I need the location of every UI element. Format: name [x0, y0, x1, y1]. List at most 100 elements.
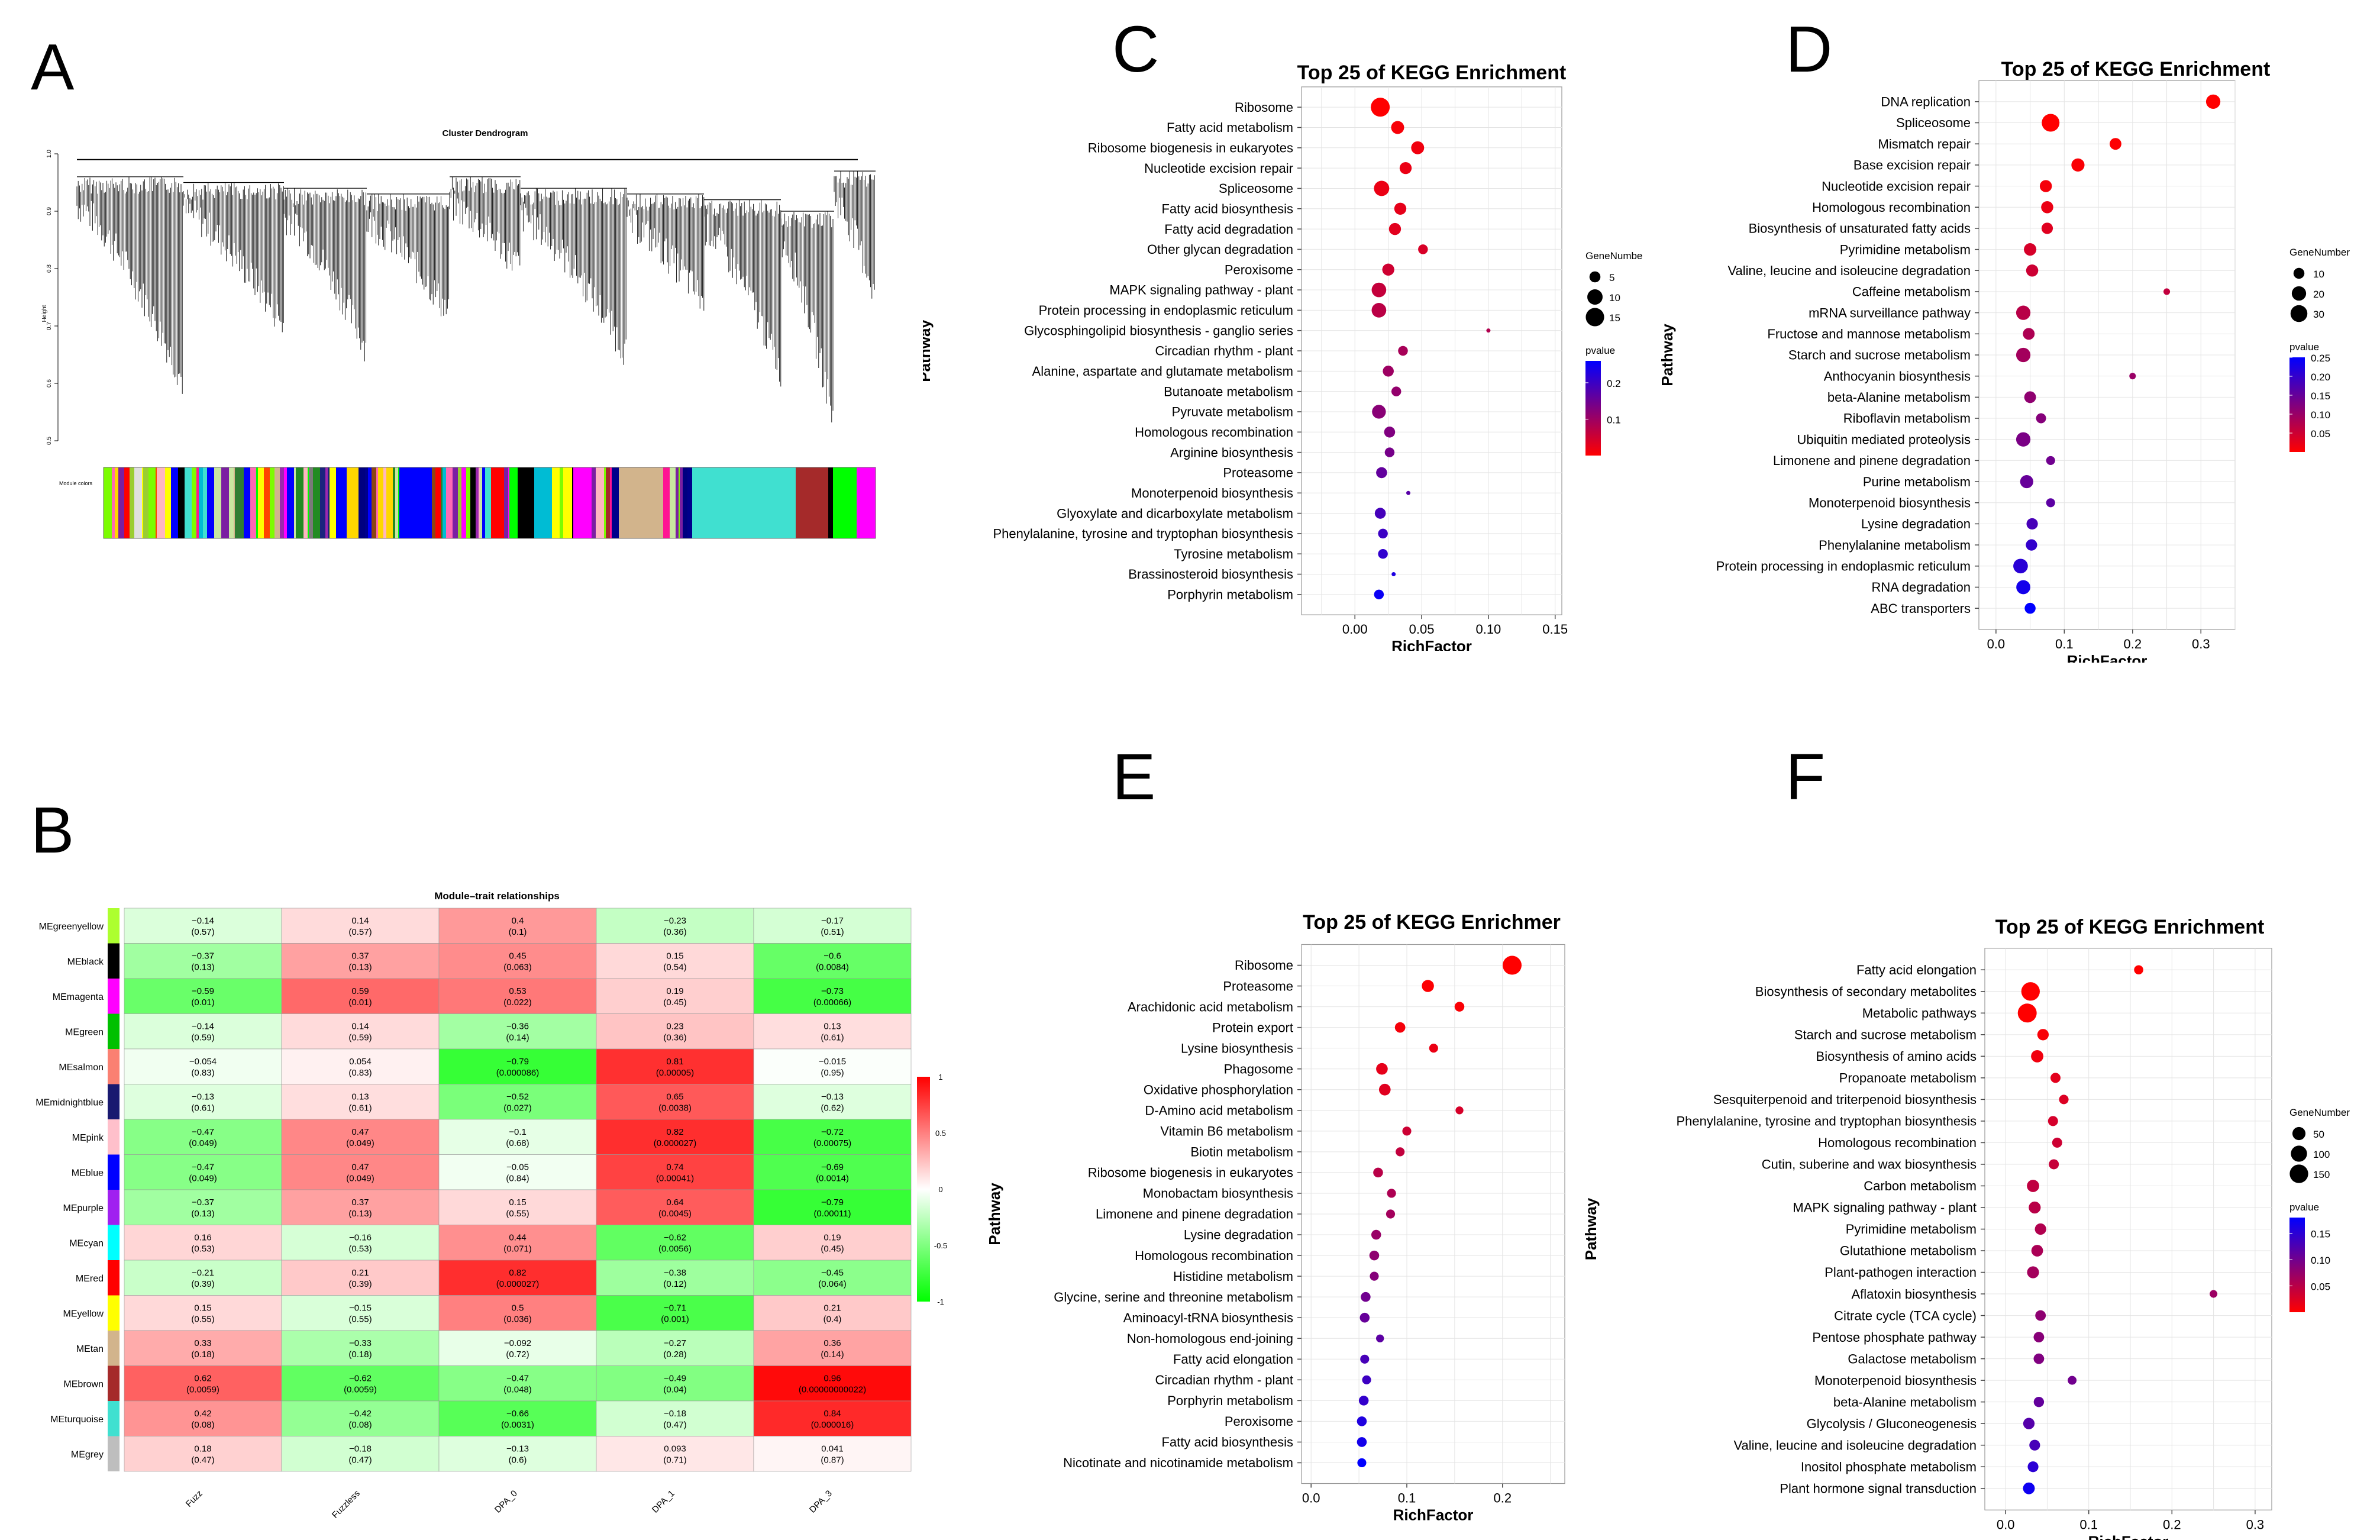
color-legend-label: 0.15: [2311, 390, 2330, 402]
enrichment-point: [1391, 121, 1404, 134]
heatmap-cell-pvalue: (0.00041): [656, 1173, 694, 1183]
module-color-segment: [178, 467, 185, 538]
x-axis-label: RichFactor: [1393, 1506, 1474, 1524]
heatmap-cell-pvalue: (0.84): [506, 1173, 529, 1183]
heatmap-cell-correlation: −0.15: [349, 1303, 372, 1313]
enrichment-point: [2039, 180, 2052, 192]
x-tick-label: 0.0: [1302, 1491, 1320, 1506]
pathway-label: Lysine biosynthesis: [1181, 1041, 1293, 1055]
heatmap-cell-pvalue: (0.071): [503, 1244, 532, 1254]
heatmap-cell: [753, 1295, 912, 1331]
enrichment-point: [2020, 474, 2033, 489]
module-color-segment: [592, 467, 596, 538]
x-tick-label: 0.2: [2163, 1517, 2181, 1532]
x-tick-label: 0.05: [1409, 622, 1435, 637]
enrichment-point: [2031, 1050, 2043, 1063]
heatmap-cell: [438, 1189, 597, 1225]
heatmap-cell-pvalue: (0.049): [189, 1173, 217, 1183]
module-color-segment: [115, 467, 118, 538]
enrichment-point: [2049, 1159, 2059, 1170]
enrichment-point: [1369, 1250, 1380, 1261]
pathway-label: Homologous recombination: [1812, 200, 1971, 215]
module-color-segment: [461, 467, 466, 538]
pathway-label: Fatty acid biosynthesis: [1161, 1435, 1293, 1449]
heatmap-cell-correlation: −0.16: [349, 1232, 372, 1242]
pathway-label: Ribosome: [1235, 100, 1293, 115]
enrichment-point: [1378, 528, 1388, 539]
module-color-swatch: [108, 1295, 120, 1331]
heatmap-cell-correlation: 0.14: [351, 916, 369, 926]
size-legend-symbol: [1587, 289, 1603, 305]
heatmap-cell-pvalue: (0.0056): [658, 1244, 692, 1254]
color-legend-label: 0.1: [1607, 414, 1621, 425]
y-tick-label: 0.8: [46, 264, 53, 273]
x-tick-label: 0.00: [1342, 622, 1368, 637]
module-color-swatch: [108, 1436, 120, 1471]
pathway-label: Pentose phosphate pathway: [1812, 1330, 1977, 1345]
heatmap-cell-pvalue: (0.000027): [654, 1138, 697, 1148]
pathway-label: Pyruvate metabolism: [1172, 405, 1293, 419]
module-color-segment: [336, 467, 340, 538]
pathway-label: Metabolic pathways: [1862, 1006, 1977, 1021]
pathway-label: Starch and sucrose metabolism: [1794, 1028, 1977, 1042]
heatmap-cell: [596, 1400, 754, 1436]
heatmap-cell-pvalue: (0.36): [663, 927, 686, 937]
heatmap-cell-correlation: −0.79: [506, 1057, 529, 1067]
heatmap-cell-pvalue: (0.001): [661, 1314, 689, 1324]
heatmap-cell-pvalue: (0.72): [506, 1349, 529, 1360]
heatmap-column-label: Fuzz: [184, 1489, 205, 1509]
heatmap-cell: [124, 1260, 282, 1296]
enrichment-point: [2134, 965, 2143, 975]
chart-title: Top 25 of KEGG Enrichment: [1297, 62, 1567, 84]
module-color-segment: [393, 467, 395, 538]
enrichment-point: [1374, 589, 1384, 600]
heatmap-row-label: MEblue: [72, 1168, 104, 1178]
module-color-segment: [572, 467, 573, 538]
module-color-segment: [214, 467, 221, 538]
enrichment-point: [1402, 1126, 1412, 1136]
heatmap-column-label: Fuzzless: [330, 1489, 362, 1520]
pathway-label: Non-homologous end-joining: [1127, 1331, 1293, 1346]
pathway-label: Fatty acid elongation: [1173, 1352, 1293, 1367]
enrichment-point: [1376, 1063, 1388, 1075]
heatmap-cell-correlation: 0.19: [666, 986, 683, 996]
heatmap-cell-pvalue: (0.55): [506, 1209, 529, 1219]
plot-grid: [1301, 944, 1565, 1484]
pathway-label: Vitamin B6 metabolism: [1160, 1124, 1293, 1139]
x-tick-label: 0.3: [2192, 637, 2210, 651]
heatmap-cell-pvalue: (0.61): [348, 1103, 372, 1113]
size-legend-title: GeneNumbe: [1585, 250, 1642, 261]
module-color-segment: [354, 467, 359, 538]
module-color-segment: [497, 467, 504, 538]
heatmap-cell-correlation: 0.37: [351, 1197, 369, 1208]
heatmap-cell-pvalue: (0.0014): [816, 1173, 849, 1183]
enrichment-point: [1418, 244, 1428, 254]
x-tick-label: 0.0: [1997, 1517, 2015, 1532]
pathway-label: Caffeine metabolism: [1852, 285, 1971, 299]
heatmap-cell-pvalue: (0.95): [821, 1068, 844, 1078]
heatmap-cell-pvalue: (0.063): [503, 962, 532, 972]
heatmap-cell: [753, 1436, 912, 1472]
enrichment-point: [2023, 328, 2035, 340]
pathway-label: Fatty acid metabolism: [1167, 120, 1293, 135]
module-color-segment: [441, 467, 443, 538]
pathway-label: Circadian rhythm - plant: [1155, 344, 1293, 359]
dendrogram-branches: [76, 159, 876, 422]
heatmap-cell-pvalue: (0.01): [191, 997, 214, 1008]
heatmap-row-label: MEturquoise: [50, 1415, 104, 1425]
heatmap-cell: [438, 1436, 597, 1472]
heatmap-row-label: MEtan: [76, 1344, 104, 1354]
heatmap-cell: [753, 1084, 912, 1120]
heatmap-cell-pvalue: (0.00075): [813, 1138, 851, 1148]
heatmap-cell-correlation: 0.4: [512, 916, 524, 926]
heatmap-cell-pvalue: (0.049): [346, 1138, 374, 1148]
heatmap-cell: [596, 1084, 754, 1120]
module-color-segment: [340, 467, 347, 538]
heatmap-cell-pvalue: (0.47): [663, 1420, 686, 1430]
enrichment-point: [2026, 264, 2039, 277]
pathway-label: Porphyrin metabolism: [1167, 1393, 1293, 1408]
pathway-label: Biosynthesis of amino acids: [1816, 1049, 1977, 1064]
pathway-label: Proteasome: [1223, 466, 1293, 480]
enrichment-point: [1391, 572, 1396, 577]
heatmap-cell-pvalue: (0.53): [191, 1244, 214, 1254]
